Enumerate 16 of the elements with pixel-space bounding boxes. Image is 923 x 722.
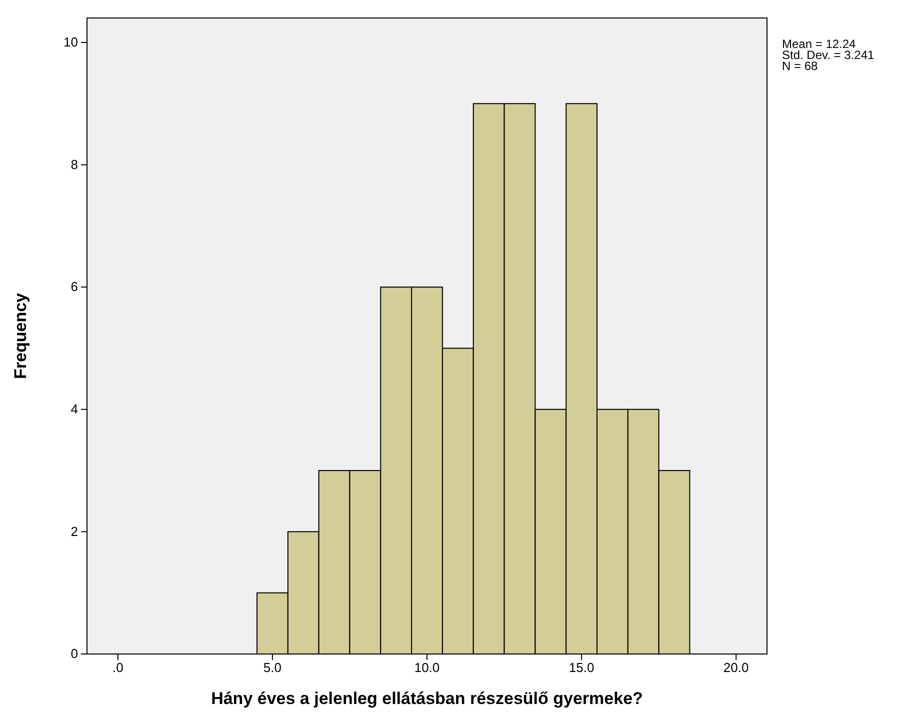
x-axis-title: Hány éves a jelenleg ellátásban részesülő gyermeke? <box>211 689 643 708</box>
y-tick-label: 6 <box>70 279 78 294</box>
text: Std. Dev. = 3.241 <box>782 48 874 62</box>
x-tick-label: 5.0 <box>263 660 282 676</box>
y-tick-label: 4 <box>70 402 78 417</box>
text: N = 68 <box>782 59 818 73</box>
y-axis-title: Frequency <box>11 292 30 379</box>
x-tick-label: 10.0 <box>414 660 440 676</box>
y-tick-label: 2 <box>70 524 78 539</box>
y-tick-label: 10 <box>64 34 78 50</box>
y-tick-label: 8 <box>70 156 78 172</box>
x-tick-label: .0 <box>112 660 124 676</box>
y-tick-label: 0 <box>70 646 78 662</box>
x-tick-label: 20.0 <box>723 660 749 676</box>
x-tick-label: 15.0 <box>568 660 594 676</box>
text: Mean = 12.24 <box>782 37 856 51</box>
